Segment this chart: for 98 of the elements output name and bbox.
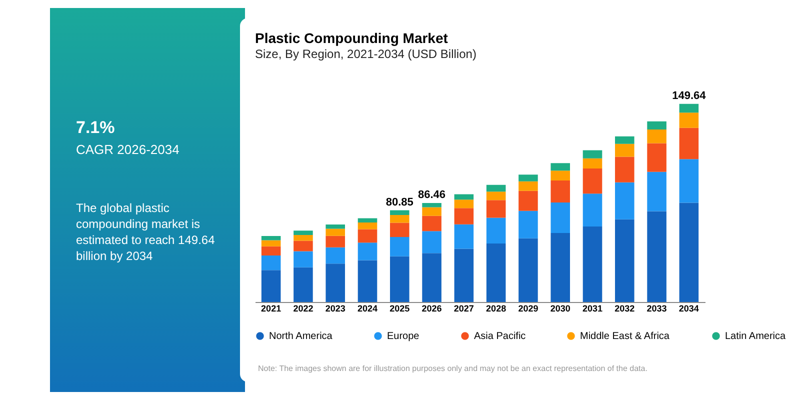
bar [647,172,666,212]
x-tick-label: 2033 [646,304,667,314]
x-tick-label: 2024 [357,304,378,314]
bar [647,143,666,172]
bar [679,128,699,160]
bar [518,190,538,211]
bar [647,211,666,302]
bar [486,218,506,244]
bar [615,144,634,157]
bar [294,240,313,252]
legend-label: Europe [387,331,420,342]
annotation: 80.85 [386,196,414,208]
bar [390,215,410,223]
bar [615,219,634,302]
x-tick-label: 2027 [454,304,474,314]
bar [518,174,538,182]
bar [615,136,634,144]
bar [326,236,345,248]
text: CAGR 2026-2034 [76,142,180,157]
bar [454,194,474,200]
bar [422,216,442,232]
bar [679,202,699,302]
x-tick-label: 2025 [390,304,410,314]
bar [679,112,699,128]
text: 7.1% [76,118,115,138]
bar [326,224,345,229]
bar [358,260,378,302]
bar [518,238,538,302]
bar [454,248,474,302]
bar [518,181,538,191]
bar [647,121,666,130]
bar [454,200,474,208]
bar [294,230,313,236]
bar [518,210,538,238]
bar [261,240,281,246]
bar [422,231,442,254]
bar [615,156,634,182]
bar [390,210,410,216]
bar [486,184,506,192]
bar [422,253,442,302]
bar [486,192,506,200]
bar [261,236,281,240]
x-tick-label: 2021 [261,304,282,314]
x-tick-label: 2031 [582,304,603,314]
x-tick-label: 2026 [422,304,442,314]
bar [550,202,570,234]
bar [326,228,345,236]
bar [582,226,602,302]
bar [294,251,313,268]
bar [582,158,602,168]
bar [358,229,378,243]
bar [582,168,602,194]
bar [358,218,378,223]
bar [294,235,313,241]
bar [582,150,602,158]
x-tick-label: 2030 [550,304,570,314]
bar [422,207,442,216]
bar [582,194,602,227]
bar [679,104,699,113]
bar [294,267,313,302]
bar [358,222,378,230]
bar [358,242,378,260]
legend-label: Latin America [725,331,786,342]
bar [679,159,699,203]
bar [326,264,345,302]
bar [550,233,570,302]
x-tick-label: 2029 [518,304,538,314]
annotation: 86.46 [418,188,446,201]
legend-label: Asia Pacific [474,331,526,342]
bar [390,222,410,238]
bar [486,200,506,218]
bar [454,224,474,249]
x-tick-label: 2034 [678,304,699,314]
bar [486,244,506,302]
bar [647,129,666,144]
bar [326,247,345,264]
chart-subtitle: Size, By Region, 2021-2034 (USD Billion) [255,46,476,61]
bar [550,163,570,171]
bar [261,246,281,256]
annotation: 149.64 [672,90,707,102]
bar [550,180,570,203]
x-tick-label: 2032 [614,304,635,314]
bar [390,256,410,302]
bar [390,237,410,256]
x-tick-label: 2023 [325,304,346,314]
bar [422,202,442,208]
text: The global plastic compounding market is estimated to reach 149.64 billion by 2034 [76,200,216,264]
bar [454,208,474,224]
bar [550,170,570,181]
text: Note: The images shown are for illustration purposes only and may not be an exact representation of the data. [258,364,648,373]
legend-label: Middle East & Africa [580,331,670,342]
bar [261,270,281,302]
x-tick-label: 2028 [486,304,506,314]
bar [261,255,281,270]
legend-label: North America [269,331,333,342]
bar [615,182,634,220]
x-tick-label: 2022 [293,304,314,314]
chart-title: Plastic Compounding Market [255,30,448,46]
